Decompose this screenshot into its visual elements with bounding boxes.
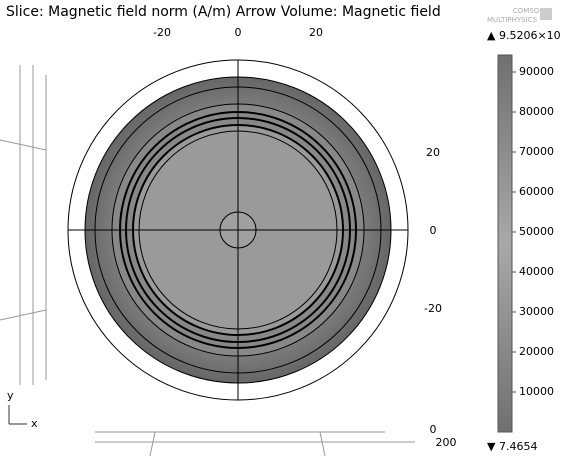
tick-label: 20 (309, 26, 323, 39)
axis-label: y (7, 389, 14, 402)
colorbar-tick-label: 70000 (519, 145, 554, 158)
logo: COMSOL (513, 7, 543, 15)
tick-label: -20 (153, 26, 171, 39)
max-mantissa: 9.5206×10 (499, 29, 561, 42)
colorbar-tick-label: 80000 (519, 105, 554, 118)
colorbar-tick-label: 10000 (519, 385, 554, 398)
colorbar-ticks: 10000 20000 30000 40000 50000 60000 70000 80000… (512, 65, 554, 398)
tick-label: 0 (430, 423, 437, 436)
logo-icon (540, 8, 552, 20)
colorbar-tick-label: 40000 (519, 265, 554, 278)
colorbar-tick-label: 20000 (519, 345, 554, 358)
geometry (0, 60, 415, 456)
axis-label: x (31, 417, 38, 430)
tick-label: -20 (424, 302, 442, 315)
min-label: 7.4654 (499, 440, 538, 453)
colorbar (498, 55, 512, 432)
tick-label: 0 (235, 26, 242, 39)
title: Slice: Magnetic field norm (A/m) Arrow V… (6, 4, 441, 20)
colorbar-tick-label: 50000 (519, 225, 554, 238)
colorbar-tick-label: 90000 (519, 65, 554, 78)
tick-label: 0 (430, 224, 437, 237)
logo: MULTIPHYSICS (487, 16, 538, 24)
colorbar-tick-label: 30000 (519, 305, 554, 318)
tick-label: 200 (436, 436, 457, 449)
colorbar-min: ▼ 7.4654 (487, 440, 537, 453)
screen: Slice: Magnetic field norm (A/m) Arrow V… (0, 0, 561, 461)
tick-label: 20 (426, 146, 440, 159)
axis-triad (9, 405, 27, 424)
colorbar-tick-label: 60000 (519, 185, 554, 198)
colorbar-max: ▲ 9.5206×104 (487, 27, 561, 43)
